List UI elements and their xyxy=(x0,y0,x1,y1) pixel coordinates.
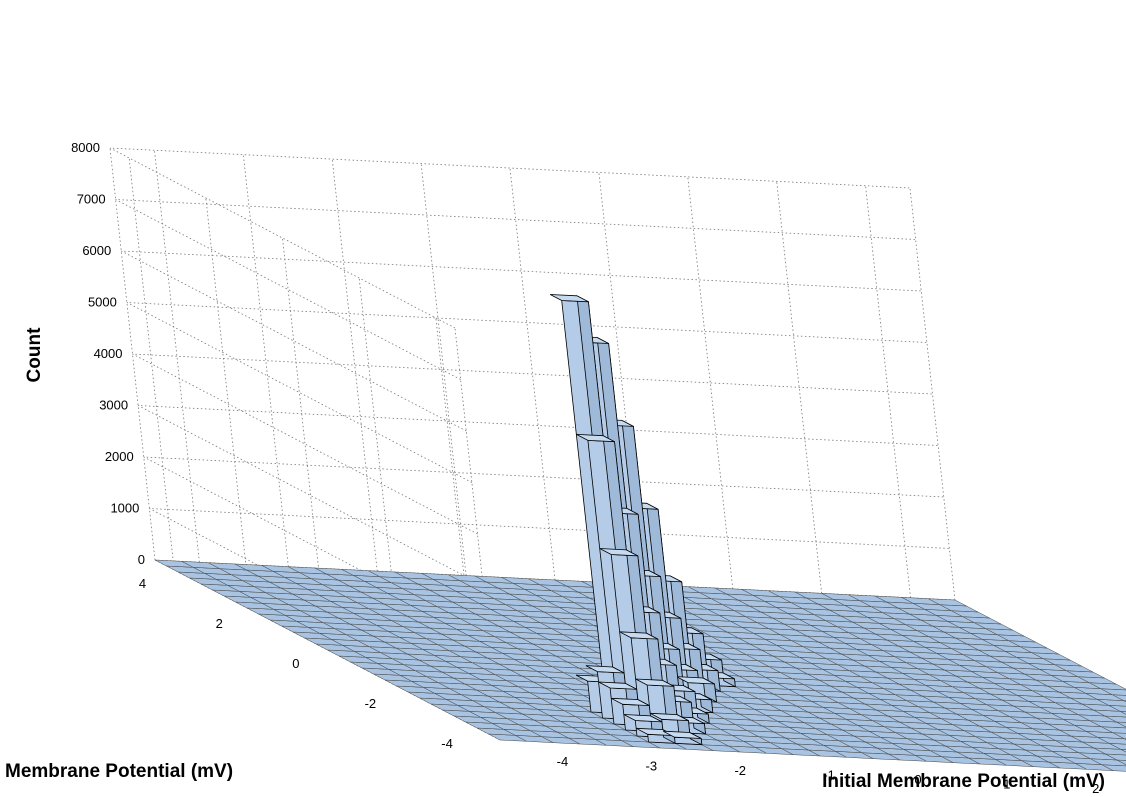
z-tick-label: 2000 xyxy=(105,449,134,464)
grid-line-z xyxy=(143,456,944,638)
x-tick-label: 0 xyxy=(914,772,921,787)
x-tick-label: 2 xyxy=(1092,781,1099,796)
z-axis-label: Count xyxy=(24,327,45,383)
bar-top-face xyxy=(619,631,658,640)
floor-tile xyxy=(1116,759,1126,765)
y-tick-label: 2 xyxy=(216,616,223,631)
grid-line-x xyxy=(776,181,823,594)
grid-line-x xyxy=(865,185,911,598)
bar-top-face xyxy=(550,294,589,303)
z-tick-label: 8000 xyxy=(71,140,100,155)
floor-tile xyxy=(1112,694,1126,702)
wall-edge xyxy=(909,187,956,601)
bar xyxy=(662,730,703,746)
bar-top-face xyxy=(662,730,702,739)
x-tick-label: -4 xyxy=(557,754,569,769)
floor-tile xyxy=(1120,711,1126,715)
z-tick-label: 7000 xyxy=(77,192,106,207)
x-tick-label: -3 xyxy=(646,759,658,774)
y-tick-label: -4 xyxy=(441,736,453,751)
z-tick-label: 4000 xyxy=(94,346,123,361)
grid-line-y xyxy=(205,197,252,611)
bars xyxy=(550,294,736,746)
grid-line-x xyxy=(509,167,556,581)
x-axis-label: Initial Membrane Potential (mV) xyxy=(822,771,1105,792)
grid-line-x xyxy=(242,154,289,567)
floor-tile xyxy=(1112,732,1126,740)
grid-line-x xyxy=(154,150,200,563)
z-tick-label: 5000 xyxy=(88,295,117,310)
y-tick-label: 0 xyxy=(292,656,299,671)
grid-line-x xyxy=(420,163,467,576)
floor-tile xyxy=(928,598,967,607)
z-tick-label: 6000 xyxy=(82,243,111,258)
floor-tile xyxy=(1109,743,1126,750)
grid-line-z xyxy=(137,405,939,586)
floor-tile xyxy=(1108,705,1126,712)
floor-tile xyxy=(1120,749,1126,753)
grid-line-z xyxy=(149,508,950,689)
bar-top-face xyxy=(576,434,615,443)
grid-line-z xyxy=(132,353,933,535)
grid-line-z xyxy=(121,250,922,432)
z-tick-label: 3000 xyxy=(99,398,128,413)
z-tick-label: 1000 xyxy=(110,501,139,516)
bar-top-face xyxy=(598,681,637,690)
grid-line-x xyxy=(687,176,734,589)
floor-tile xyxy=(1116,721,1126,728)
y-axis-label: Membrane Potential (mV) xyxy=(5,761,233,782)
x-tick-label: -2 xyxy=(734,763,746,778)
x-tick-label: -1 xyxy=(823,768,835,783)
z-tick-label: 0 xyxy=(138,552,145,567)
bar-top-face xyxy=(585,665,625,674)
grid-line-x xyxy=(331,159,378,572)
grid-line-y xyxy=(128,157,175,571)
grid-line-z xyxy=(115,199,916,380)
bar-top-face xyxy=(636,727,675,736)
bar-top-face xyxy=(635,678,674,687)
grid-line-z xyxy=(109,147,911,329)
wall-edge xyxy=(109,147,156,561)
bar-top-face xyxy=(676,676,715,685)
bar-top-face xyxy=(599,548,638,557)
bar xyxy=(636,727,676,745)
x-tick-label: 1 xyxy=(1003,776,1010,791)
y-tick-label: 4 xyxy=(139,576,146,591)
tick-labels: 0 1000 2000 3000 4000 5000 6000 7000 8000 -4 -2 0 2 4… xyxy=(71,140,1099,796)
bar-top-face xyxy=(623,714,663,723)
bar-top-face xyxy=(611,697,650,706)
y-tick-label: -2 xyxy=(365,696,377,711)
bar-top-face xyxy=(650,712,689,721)
grid-line-z xyxy=(126,302,927,483)
